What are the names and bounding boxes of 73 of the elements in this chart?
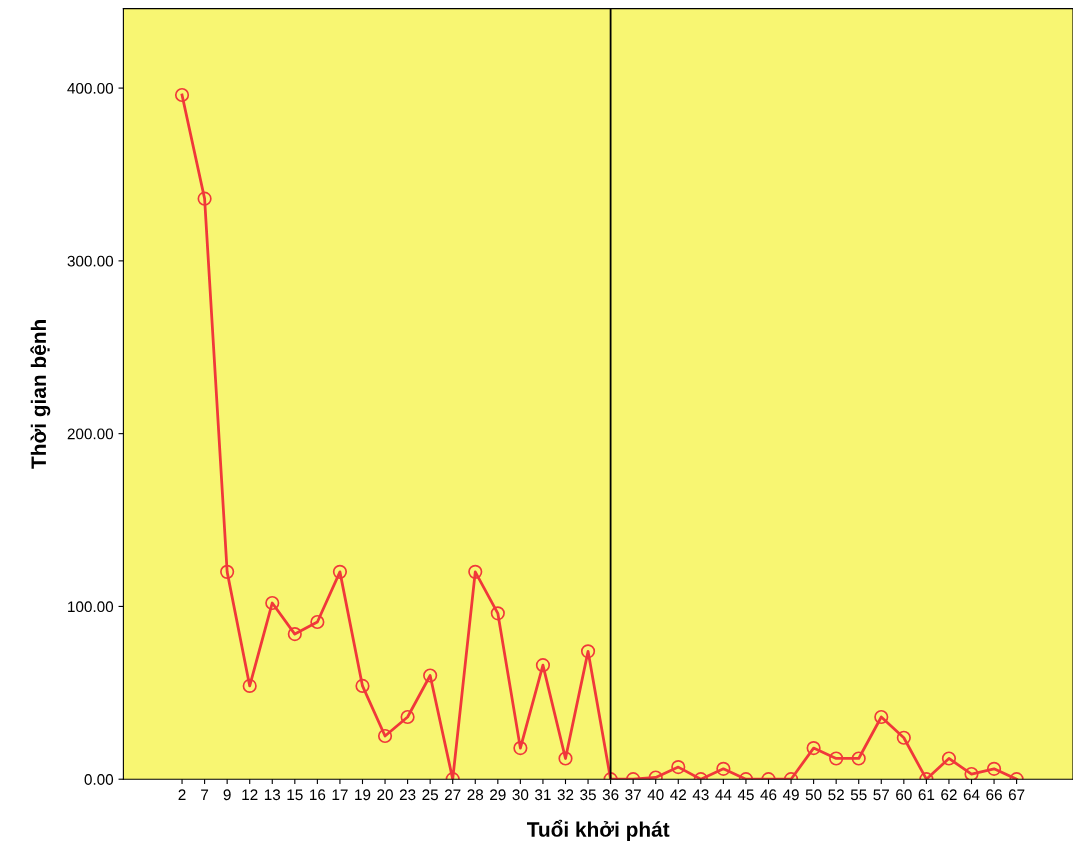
point bbox=[355, 678, 370, 693]
x-tick-label: 60 bbox=[896, 789, 912, 801]
point bbox=[851, 751, 866, 766]
point bbox=[174, 87, 190, 103]
x-tick-label: 45 bbox=[737, 789, 754, 801]
x-tick-label: 36 bbox=[602, 789, 619, 801]
x-tick-label: 64 bbox=[963, 789, 980, 801]
point bbox=[265, 595, 280, 611]
point bbox=[896, 730, 911, 745]
x-tick-label: 67 bbox=[1008, 789, 1025, 801]
y-tick-label: 300.00 bbox=[67, 255, 114, 267]
point bbox=[400, 709, 415, 725]
point bbox=[986, 761, 1002, 776]
x-tick-label: 23 bbox=[399, 789, 416, 801]
x-tick-label: 61 bbox=[918, 789, 935, 801]
x-axis-title: Tuổi khởi phát bbox=[526, 819, 670, 841]
point bbox=[874, 709, 889, 725]
x-tick-label: 32 bbox=[557, 789, 574, 801]
x-tick-label: 62 bbox=[941, 789, 957, 801]
x-tick-label: 27 bbox=[444, 789, 461, 800]
x-tick-label: 35 bbox=[580, 789, 596, 801]
point bbox=[806, 741, 821, 756]
point bbox=[468, 564, 483, 579]
x-tick-label: 17 bbox=[332, 789, 348, 800]
x-tick-label: 31 bbox=[535, 789, 551, 801]
y-tick-label: 100.00 bbox=[68, 601, 114, 613]
x-tick-label: 44 bbox=[715, 789, 732, 800]
point bbox=[535, 658, 551, 673]
x-tick-label: 15 bbox=[287, 789, 303, 801]
point bbox=[332, 564, 348, 579]
point bbox=[671, 760, 686, 775]
x-tick-label: 50 bbox=[805, 789, 822, 801]
y-tick-label: 200.00 bbox=[67, 428, 114, 440]
x-tick-label: 9 bbox=[223, 789, 231, 801]
point bbox=[310, 614, 325, 630]
point bbox=[242, 678, 257, 693]
y-tick-label: 400.00 bbox=[67, 82, 114, 94]
x-tick-label: 16 bbox=[310, 789, 326, 801]
x-tick-label: 13 bbox=[264, 789, 281, 801]
x-tick-label: 12 bbox=[242, 789, 258, 800]
x-tick-label: 40 bbox=[647, 789, 664, 801]
point bbox=[941, 751, 957, 766]
y-tick-label: 0.00 bbox=[84, 774, 114, 785]
point bbox=[423, 668, 438, 683]
x-tick-label: 2 bbox=[178, 789, 186, 800]
x-tick-label: 66 bbox=[986, 789, 1002, 801]
point bbox=[964, 766, 979, 780]
x-tick-label: 46 bbox=[760, 789, 777, 801]
point bbox=[513, 741, 528, 756]
x-tick-label: 7 bbox=[201, 789, 209, 800]
point bbox=[716, 761, 731, 776]
point bbox=[287, 626, 302, 642]
x-tick-label: 28 bbox=[467, 789, 484, 801]
x-tick-label: 43 bbox=[692, 789, 709, 801]
x-tick-label: 57 bbox=[873, 789, 890, 801]
point bbox=[829, 751, 844, 766]
x-tick-label: 52 bbox=[828, 789, 844, 801]
x-tick-label: 42 bbox=[670, 789, 686, 800]
x-tick-label: 49 bbox=[782, 789, 799, 801]
x-tick-label: 20 bbox=[377, 789, 393, 801]
y-axis-title: Thời gian bệnh bbox=[30, 320, 51, 469]
x-tick-label: 19 bbox=[355, 789, 371, 801]
x-tick-label: 25 bbox=[422, 789, 439, 801]
point bbox=[197, 191, 212, 206]
x-tick-label: 29 bbox=[490, 789, 506, 801]
x-tick-label: 55 bbox=[850, 789, 867, 801]
x-tick-label: 30 bbox=[512, 789, 529, 801]
point bbox=[220, 564, 235, 579]
point bbox=[490, 606, 505, 621]
point bbox=[558, 751, 573, 766]
x-tick-label: 37 bbox=[625, 789, 641, 801]
point bbox=[580, 644, 596, 659]
point bbox=[377, 728, 393, 744]
